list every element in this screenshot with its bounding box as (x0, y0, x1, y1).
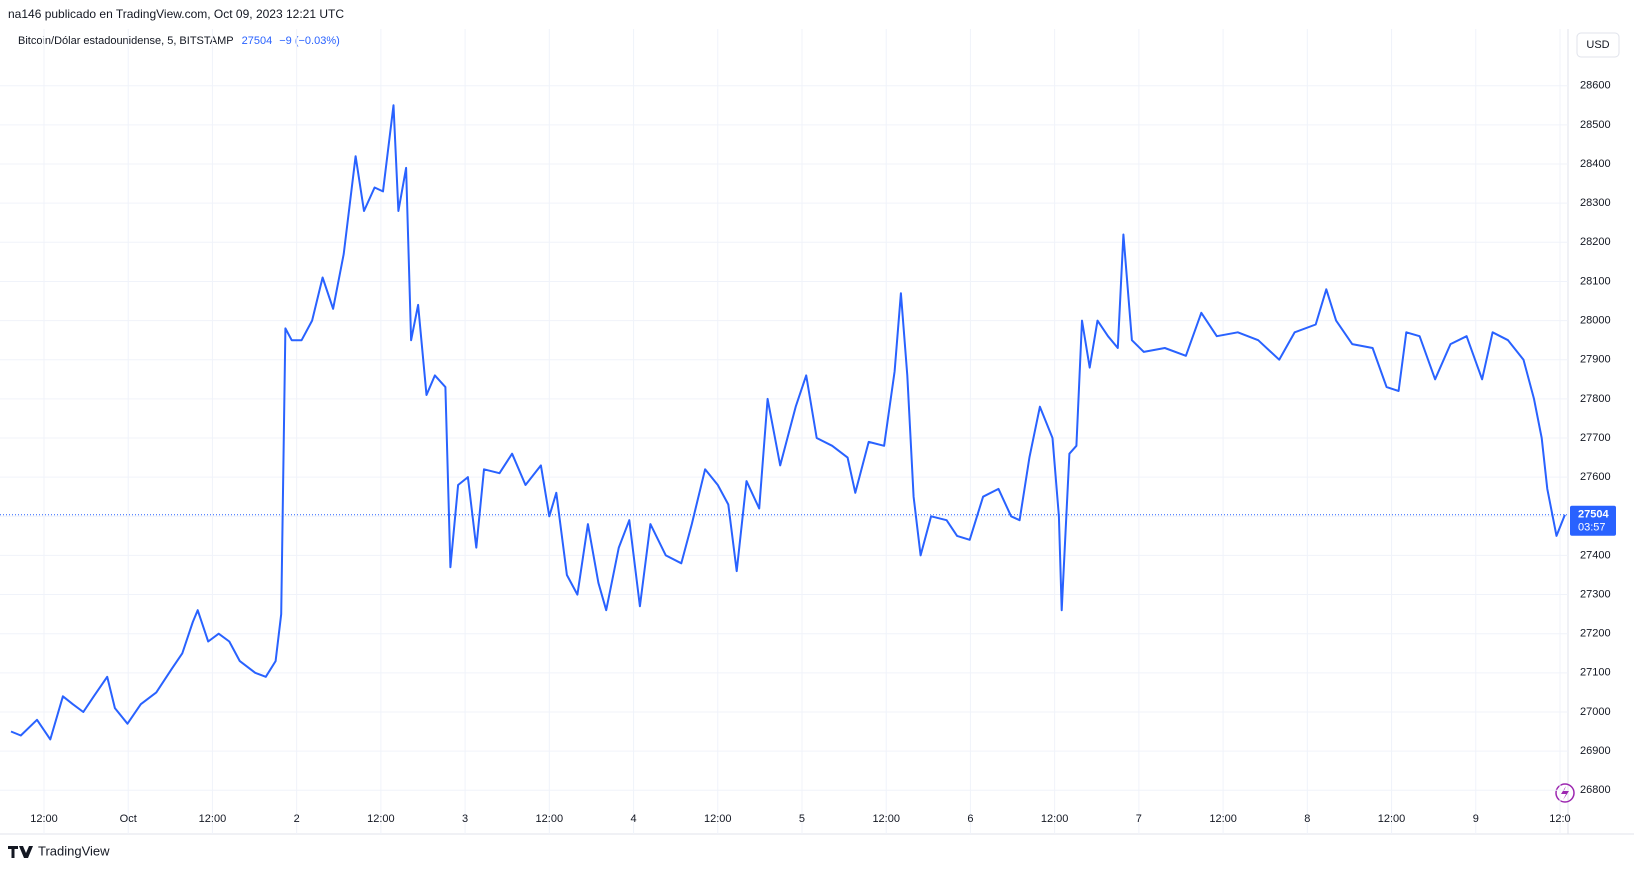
y-tick-label: 27300 (1580, 588, 1611, 600)
symbol-name: Bitcoin/Dólar estadounidense, 5, BITSTAM… (18, 35, 234, 47)
x-tick-label: 12:0 (1549, 813, 1570, 825)
x-tick-label: 2 (294, 813, 300, 825)
y-tick-label: 28100 (1580, 275, 1611, 287)
y-tick-label: 28400 (1580, 158, 1611, 170)
brand: TradingView (38, 843, 110, 858)
header-title: na146 publicado en TradingView.com, Oct … (8, 7, 344, 21)
currency[interactable]: USD (1586, 39, 1609, 51)
y-tick-label: 28500 (1580, 119, 1611, 131)
lightning-icon[interactable] (1555, 783, 1575, 803)
x-tick-label: 12:00 (536, 813, 564, 825)
x-tick-label: Oct (120, 813, 137, 825)
x-tick-label: 12:00 (30, 813, 58, 825)
y-tick-label: 28600 (1580, 80, 1611, 92)
y-tick-label: 28300 (1580, 197, 1611, 209)
x-tick-label: 12:00 (1041, 813, 1069, 825)
x-tick-label: 9 (1473, 813, 1479, 825)
x-tick-label: 12:00 (367, 813, 395, 825)
countdown: 03:57 (1578, 522, 1606, 534)
y-tick-label: 28000 (1580, 314, 1611, 326)
x-tick-label: 12:00 (199, 813, 227, 825)
lightning-bolt (1561, 786, 1569, 800)
x-tick-label: 6 (967, 813, 973, 825)
y-tick-label: 27000 (1580, 706, 1611, 718)
y-tick-label: 27600 (1580, 471, 1611, 483)
last-price-tag (1570, 505, 1616, 536)
x-tick-label: 5 (799, 813, 805, 825)
y-tick-label: 27900 (1580, 354, 1611, 366)
x-tick-label: 12:00 (872, 813, 900, 825)
y-tick-label: 27800 (1580, 393, 1611, 405)
y-tick-label: 27400 (1580, 549, 1611, 561)
x-tick-label: 8 (1304, 813, 1310, 825)
y-tick-label: 27100 (1580, 667, 1611, 679)
y-tick-label: 27700 (1580, 432, 1611, 444)
x-tick-label: 4 (630, 813, 636, 825)
y-tick-label: 26800 (1580, 784, 1611, 796)
x-tick-label: 12:00 (1378, 813, 1406, 825)
x-tick-label: 12:00 (1209, 813, 1237, 825)
last-price-label: 27504 (1578, 509, 1609, 521)
y-tick-label: 28200 (1580, 236, 1611, 248)
last-value: 27504 (242, 35, 273, 47)
price-line (10, 104, 1566, 741)
x-tick-label: 3 (462, 813, 468, 825)
price-change: −9 (−0.03%) (279, 35, 340, 47)
x-tick-label: 7 (1136, 813, 1142, 825)
y-tick-label: 27200 (1580, 628, 1611, 640)
brand-logo (8, 846, 33, 858)
x-tick-label: 12:00 (704, 813, 732, 825)
y-tick-label: 26900 (1580, 745, 1611, 757)
currency-button[interactable] (1576, 32, 1620, 58)
